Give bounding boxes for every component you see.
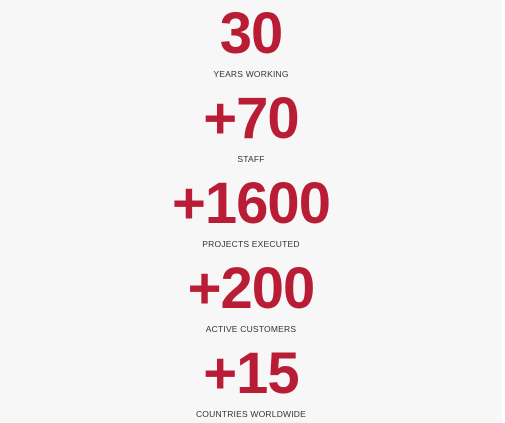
- stat-years-working: 30 YEARS WORKING: [0, 1, 502, 80]
- stat-label: STAFF: [237, 154, 265, 164]
- stat-label: COUNTRIES WORLDWIDE: [195, 409, 307, 419]
- stat-label: YEARS WORKING: [213, 69, 289, 79]
- stat-staff: +70 STAFF: [0, 86, 502, 165]
- stat-active-customers: +200 ACTIVE CUSTOMERS: [0, 256, 502, 335]
- stat-value: +200: [187, 256, 316, 321]
- stat-value: 30: [219, 1, 284, 66]
- stat-projects-executed: +1600 PROJECTS EXECUTED: [0, 171, 502, 250]
- stat-value: +70: [203, 86, 299, 151]
- stat-value: +1600: [172, 171, 331, 236]
- stat-countries-worldwide: +15 COUNTRIES WORLDWIDE: [0, 341, 502, 420]
- stat-label: PROJECTS EXECUTED: [202, 239, 300, 249]
- stat-label: ACTIVE CUSTOMERS: [205, 324, 297, 334]
- stat-value: +15: [203, 341, 299, 406]
